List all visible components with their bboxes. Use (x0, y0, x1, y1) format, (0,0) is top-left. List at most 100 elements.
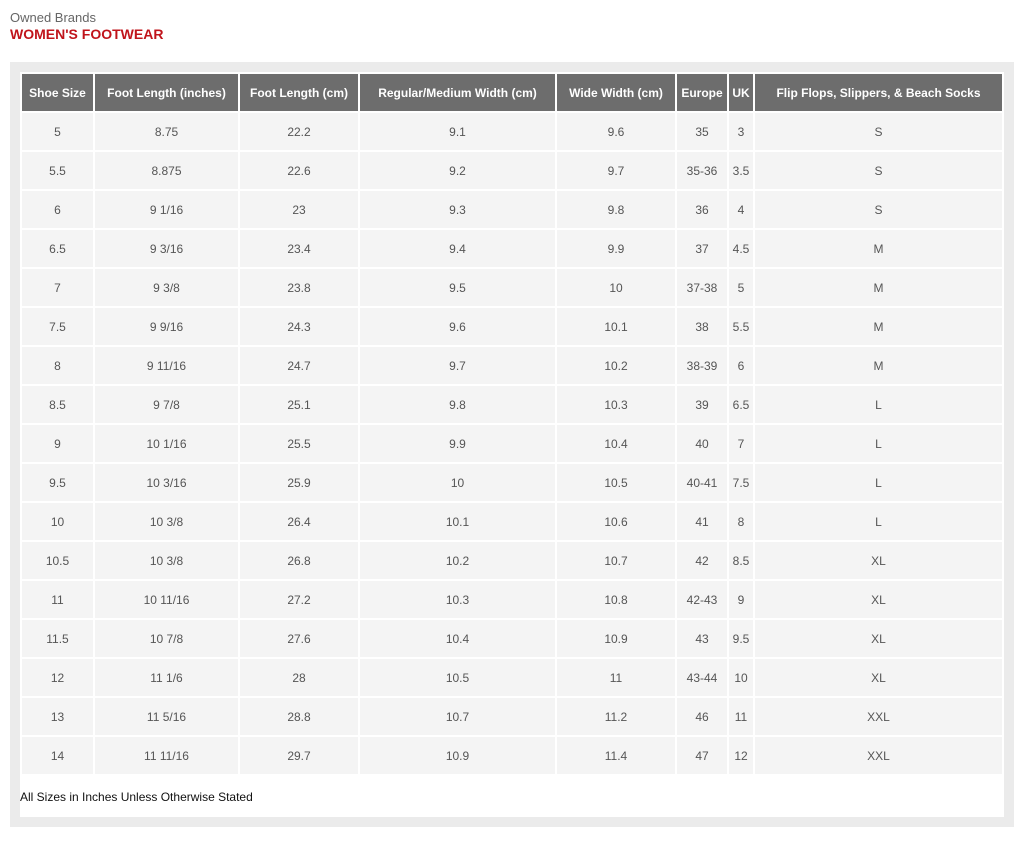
table-cell: 9.5 (360, 269, 555, 306)
table-row: 5.5 8.875 22.6 9.2 9.7 35-36 3.5 S (22, 152, 1002, 189)
table-cell: 10.3 (557, 386, 675, 423)
table-cell: 5 (22, 113, 93, 150)
table-cell: 27.2 (240, 581, 358, 618)
column-header: Europe (677, 74, 727, 111)
table-cell: 38-39 (677, 347, 727, 384)
footnote: All Sizes in Inches Unless Otherwise Sta… (20, 790, 253, 804)
table-cell: 37-38 (677, 269, 727, 306)
table-cell: 28.8 (240, 698, 358, 735)
brand-label: Owned Brands (10, 10, 96, 25)
table-cell: XL (755, 542, 1002, 579)
table-cell: 43 (677, 620, 727, 657)
table-cell: 10.1 (360, 503, 555, 540)
table-cell: 9.6 (360, 308, 555, 345)
table-cell: 43-44 (677, 659, 727, 696)
table-cell: M (755, 269, 1002, 306)
table-cell: 4.5 (729, 230, 753, 267)
table-cell: M (755, 308, 1002, 345)
table-cell: 10 7/8 (95, 620, 238, 657)
column-header: Wide Width (cm) (557, 74, 675, 111)
table-cell: 9 (729, 581, 753, 618)
table-cell: 12 (22, 659, 93, 696)
table-cell: 25.9 (240, 464, 358, 501)
table-cell: 10.1 (557, 308, 675, 345)
table-row: 8.5 9 7/8 25.1 9.8 10.3 39 6.5 L (22, 386, 1002, 423)
table-cell: 9.7 (557, 152, 675, 189)
table-cell: 9.8 (557, 191, 675, 228)
table-cell: 9.8 (360, 386, 555, 423)
table-cell: 42 (677, 542, 727, 579)
table-cell: 22.6 (240, 152, 358, 189)
table-cell: 13 (22, 698, 93, 735)
column-header: Foot Length (cm) (240, 74, 358, 111)
table-cell: 8.875 (95, 152, 238, 189)
table-cell: 9 3/16 (95, 230, 238, 267)
table-cell: 10.8 (557, 581, 675, 618)
table-cell: 9.4 (360, 230, 555, 267)
table-cell: 24.7 (240, 347, 358, 384)
table-cell: 10 (360, 464, 555, 501)
table-cell: 40 (677, 425, 727, 462)
table-cell: 11 5/16 (95, 698, 238, 735)
table-row: 6.5 9 3/16 23.4 9.4 9.9 37 4.5 M (22, 230, 1002, 267)
table-cell: 39 (677, 386, 727, 423)
table-row: 9.5 10 3/16 25.9 10 10.5 40-41 7.5 L (22, 464, 1002, 501)
table-cell: 9 3/8 (95, 269, 238, 306)
table-cell: 10 11/16 (95, 581, 238, 618)
table-cell: 11 (557, 659, 675, 696)
table-row: 11.5 10 7/8 27.6 10.4 10.9 43 9.5 XL (22, 620, 1002, 657)
table-cell: 9.6 (557, 113, 675, 150)
table-cell: 26.4 (240, 503, 358, 540)
table-cell: 9.5 (22, 464, 93, 501)
table-cell: M (755, 347, 1002, 384)
table-cell: 6 (729, 347, 753, 384)
table-cell: 10 3/16 (95, 464, 238, 501)
table-cell: 5 (729, 269, 753, 306)
table-cell: 6 (22, 191, 93, 228)
table-cell: 6.5 (729, 386, 753, 423)
table-cell: 47 (677, 737, 727, 774)
table-cell: 9.1 (360, 113, 555, 150)
table-cell: 22.2 (240, 113, 358, 150)
table-cell: 10 (729, 659, 753, 696)
table-cell: S (755, 113, 1002, 150)
table-cell: 11 (729, 698, 753, 735)
table-cell: 10.9 (557, 620, 675, 657)
table-cell: 42-43 (677, 581, 727, 618)
table-cell: L (755, 464, 1002, 501)
table-header-row: Shoe Size Foot Length (inches) Foot Length… (22, 74, 1002, 111)
table-cell: 9 11/16 (95, 347, 238, 384)
column-header: Shoe Size (22, 74, 93, 111)
table-cell: 46 (677, 698, 727, 735)
column-header: Foot Length (inches) (95, 74, 238, 111)
table-cell: 5.5 (729, 308, 753, 345)
table-cell: 4 (729, 191, 753, 228)
table-cell: 38 (677, 308, 727, 345)
table-cell: 10.5 (557, 464, 675, 501)
table-cell: 10 3/8 (95, 503, 238, 540)
table-row: 11 10 11/16 27.2 10.3 10.8 42-43 9 XL (22, 581, 1002, 618)
table-cell: XL (755, 581, 1002, 618)
page-title: WOMEN'S FOOTWEAR (10, 26, 164, 42)
table-cell: 10.5 (360, 659, 555, 696)
table-cell: 9.9 (360, 425, 555, 462)
table-cell: 6.5 (22, 230, 93, 267)
table-cell: 8 (729, 503, 753, 540)
table-row: 9 10 1/16 25.5 9.9 10.4 40 7 L (22, 425, 1002, 462)
table-cell: 7.5 (729, 464, 753, 501)
table-row: 5 8.75 22.2 9.1 9.6 35 3 S (22, 113, 1002, 150)
table-cell: 25.5 (240, 425, 358, 462)
table-cell: 7 (22, 269, 93, 306)
table-cell: 8.75 (95, 113, 238, 150)
table-cell: 9.3 (360, 191, 555, 228)
table-cell: 24.3 (240, 308, 358, 345)
table-cell: 9.5 (729, 620, 753, 657)
table-cell: S (755, 191, 1002, 228)
table-row: 10 10 3/8 26.4 10.1 10.6 41 8 L (22, 503, 1002, 540)
table-cell: 10 (22, 503, 93, 540)
table-cell: S (755, 152, 1002, 189)
table-cell: 7.5 (22, 308, 93, 345)
table-cell: 9 9/16 (95, 308, 238, 345)
table-cell: 9 1/16 (95, 191, 238, 228)
